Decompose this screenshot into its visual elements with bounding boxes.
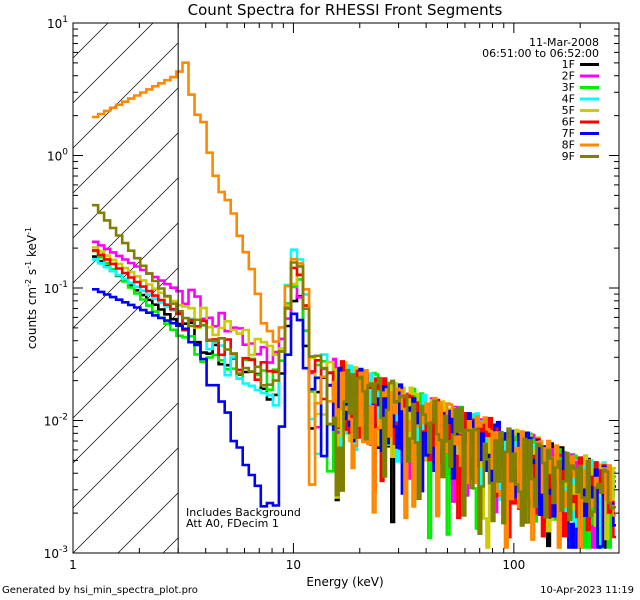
x-axis: 1 10 100 (69, 23, 620, 572)
hatch-line (73, 23, 244, 194)
y-axis-label: counts cm-2 s-1 keV-1 (24, 227, 39, 349)
legend-label-4F: 4F (562, 93, 575, 106)
x-tick-label: 100 (502, 558, 525, 572)
annotation-background: Includes Background (186, 506, 301, 519)
legend-label-2F: 2F (562, 70, 575, 83)
legend-label-1F: 1F (562, 58, 575, 71)
legend-label-6F: 6F (562, 116, 575, 129)
x-tick-label: 1 (69, 558, 77, 572)
annotation-attenuator: Att A0, FDecim 1 (186, 517, 279, 530)
y-tick-label: 10-3 (44, 545, 68, 561)
footer-generated-by: Generated by hsi_min_spectra_plot.pro (2, 585, 198, 596)
y-axis: 101 100 10-1 10-2 10-3 (44, 15, 619, 561)
footer-date-time: 10-Apr-2023 11:19 (540, 585, 634, 596)
x-tick-label: 10 (286, 558, 301, 572)
y-tick-label: 10-1 (44, 280, 68, 296)
y-tick-label: 101 (47, 15, 68, 31)
legend-label-5F: 5F (562, 104, 575, 117)
y-tick-label: 100 (47, 148, 68, 164)
date-text: 11-Mar-2008 (529, 36, 599, 49)
legend-label-7F: 7F (562, 127, 575, 140)
y-tick-label: 10-2 (44, 413, 68, 429)
x-axis-label: Energy (keV) (306, 575, 383, 589)
legend-label-8F: 8F (562, 139, 575, 152)
series-7F (92, 288, 616, 549)
series-9F (92, 203, 616, 535)
time-range-text: 06:51:00 to 06:52:00 (482, 47, 599, 60)
chart-title: Count Spectra for RHESSI Front Segments (188, 1, 503, 19)
legend-label-9F: 9F (562, 150, 575, 163)
legend-label-3F: 3F (562, 81, 575, 94)
series-layer (92, 61, 616, 549)
